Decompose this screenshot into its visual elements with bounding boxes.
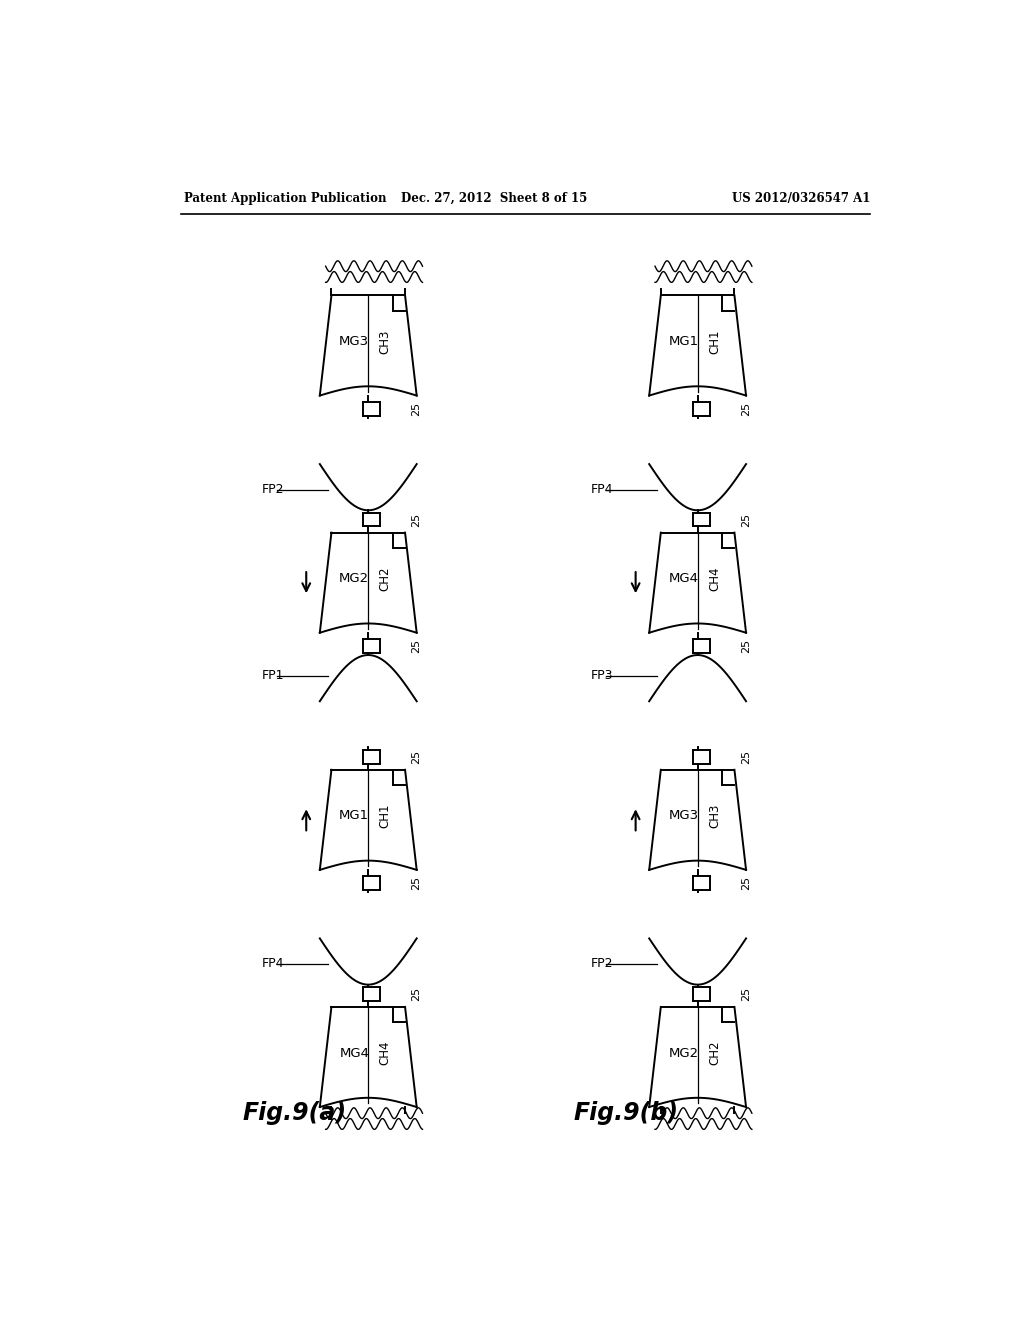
Text: 25: 25 [412, 512, 421, 527]
Text: MG1: MG1 [669, 335, 698, 348]
Text: Fig.9(a): Fig.9(a) [243, 1101, 347, 1125]
Text: MG2: MG2 [669, 1047, 698, 1060]
Text: FP3: FP3 [591, 669, 613, 682]
Text: 25: 25 [740, 401, 751, 416]
Text: 25: 25 [412, 987, 421, 1001]
Text: FP1: FP1 [262, 669, 285, 682]
Text: MG4: MG4 [339, 1047, 370, 1060]
Text: MG1: MG1 [339, 809, 370, 822]
Text: CH4: CH4 [709, 566, 721, 591]
Text: MG3: MG3 [339, 335, 370, 348]
Text: 25: 25 [412, 401, 421, 416]
Text: 25: 25 [740, 639, 751, 653]
Text: CH1: CH1 [709, 330, 721, 354]
Text: US 2012/0326547 A1: US 2012/0326547 A1 [732, 191, 870, 205]
Text: FP4: FP4 [262, 957, 285, 970]
Text: CH4: CH4 [379, 1041, 392, 1065]
Text: MG4: MG4 [669, 573, 698, 585]
Text: CH3: CH3 [379, 330, 392, 354]
Text: FP2: FP2 [591, 957, 613, 970]
Text: 25: 25 [412, 639, 421, 653]
Text: Dec. 27, 2012  Sheet 8 of 15: Dec. 27, 2012 Sheet 8 of 15 [400, 191, 587, 205]
Text: CH2: CH2 [709, 1041, 721, 1065]
Text: Fig.9(b): Fig.9(b) [573, 1101, 679, 1125]
Text: MG3: MG3 [669, 809, 698, 822]
Text: FP4: FP4 [591, 483, 613, 496]
Text: FP2: FP2 [262, 483, 285, 496]
Text: 25: 25 [412, 876, 421, 890]
Text: 25: 25 [740, 512, 751, 527]
Text: 25: 25 [740, 750, 751, 764]
Text: CH2: CH2 [379, 566, 392, 591]
Text: 25: 25 [412, 750, 421, 764]
Text: Patent Application Publication: Patent Application Publication [183, 191, 386, 205]
Text: CH3: CH3 [709, 804, 721, 828]
Text: 25: 25 [740, 987, 751, 1001]
Text: CH1: CH1 [379, 804, 392, 828]
Text: 25: 25 [740, 876, 751, 890]
Text: MG2: MG2 [339, 573, 370, 585]
